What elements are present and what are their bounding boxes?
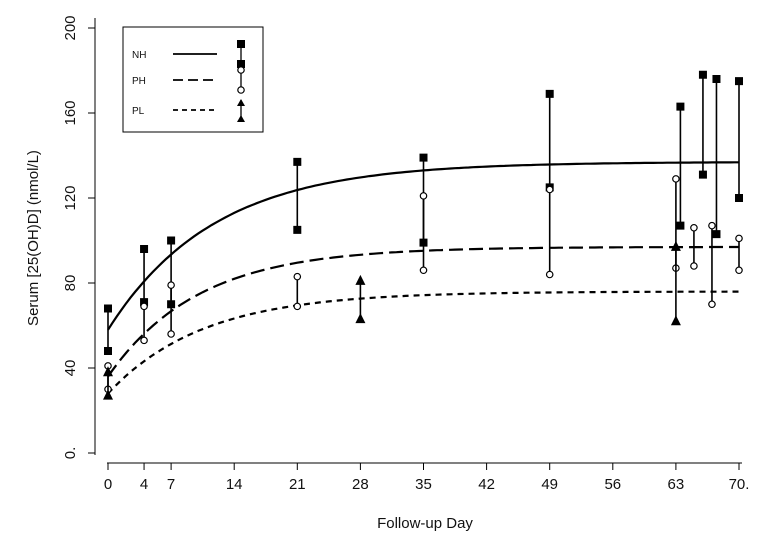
x-tick-label: 0	[104, 476, 112, 493]
square-marker	[712, 230, 721, 239]
square-marker	[676, 102, 685, 111]
range-nh	[545, 89, 554, 192]
circle-marker	[735, 266, 743, 275]
square-marker	[140, 298, 149, 307]
range-nh	[698, 70, 707, 179]
range-ph	[690, 223, 698, 270]
triangle-marker	[670, 315, 681, 326]
x-axis-label: Follow-up Day	[377, 515, 473, 532]
circle-marker	[545, 185, 554, 194]
range-ph	[140, 302, 148, 345]
x-tick-label: 4	[140, 476, 148, 493]
x-tick-label: 42	[478, 476, 495, 493]
y-tick-label: 160	[62, 100, 79, 125]
circle-marker	[237, 66, 245, 74]
x-tick-label: 49	[541, 476, 558, 493]
square-marker	[293, 225, 302, 234]
square-marker	[237, 60, 245, 68]
square-marker	[545, 89, 554, 98]
axis-ticks: 0 4 7 14 21 28 35 42 49 56 63 70. 0. 40 80 120 160 200	[62, 15, 749, 493]
range-ph	[708, 221, 716, 309]
square-marker	[735, 77, 743, 86]
legend-label: PH	[132, 76, 146, 87]
range-nh	[712, 75, 721, 239]
x-tick-label: 28	[352, 476, 369, 493]
x-tick-label: 70.	[729, 476, 750, 493]
circle-marker	[167, 330, 175, 338]
square-marker	[698, 170, 707, 179]
square-marker	[698, 70, 707, 79]
x-tick-label: 21	[289, 476, 306, 493]
circle-marker	[419, 192, 428, 200]
circle-marker	[237, 86, 245, 94]
circle-marker	[545, 270, 554, 279]
range-ph	[545, 185, 554, 279]
legend-item-pl: PL	[132, 99, 245, 122]
range-ph	[167, 281, 175, 338]
y-tick-label: 40	[62, 360, 79, 377]
range-nh	[676, 102, 685, 230]
square-marker	[104, 347, 112, 355]
circle-marker	[167, 281, 175, 289]
range-ph	[419, 192, 428, 275]
x-tick-label: 7	[167, 476, 175, 493]
range-bars	[103, 70, 743, 400]
triangle-marker	[237, 99, 245, 106]
legend-item-ph: PH	[132, 66, 245, 94]
range-nh	[293, 157, 302, 234]
legend: NH PH PL	[122, 26, 264, 133]
circle-marker	[293, 302, 302, 311]
square-marker	[167, 236, 176, 245]
circle-marker	[690, 223, 698, 232]
range-pl	[670, 240, 681, 326]
square-marker	[104, 304, 112, 313]
square-marker	[140, 245, 149, 253]
y-tick-label: 120	[62, 185, 79, 210]
triangle-marker	[103, 389, 113, 400]
square-marker	[293, 157, 302, 166]
triangle-marker	[103, 366, 113, 377]
y-tick-label: 80	[62, 275, 79, 292]
range-nh	[735, 77, 743, 202]
curve-pl	[107, 290, 739, 395]
circle-marker	[672, 175, 680, 183]
range-ph	[735, 234, 743, 275]
legend-label: PL	[132, 106, 145, 117]
range-nh	[104, 304, 112, 355]
square-marker	[237, 40, 245, 48]
range-nh	[140, 245, 149, 307]
square-marker	[676, 221, 685, 230]
triangle-marker	[237, 115, 245, 122]
range-ph	[293, 272, 302, 311]
circle-marker	[293, 272, 302, 281]
square-marker	[419, 153, 428, 162]
triangle-marker	[670, 240, 681, 251]
range-pl	[355, 274, 366, 324]
x-tick-label: 14	[226, 476, 243, 493]
curve-ph	[107, 245, 739, 378]
y-tick-label: 0.	[62, 447, 79, 460]
circle-marker	[708, 300, 716, 309]
circle-marker	[140, 302, 148, 311]
circle-marker	[690, 262, 698, 270]
y-tick-label: 200	[62, 15, 79, 40]
x-tick-label: 63	[668, 476, 685, 493]
triangle-marker	[355, 313, 366, 324]
square-marker	[712, 75, 721, 83]
square-marker	[735, 194, 743, 202]
legend-item-nh: NH	[132, 40, 245, 68]
range-pl	[103, 366, 113, 400]
legend-label: NH	[132, 50, 146, 61]
triangle-marker	[355, 274, 366, 285]
circle-marker	[708, 221, 716, 230]
circle-marker	[419, 266, 428, 275]
circle-marker	[140, 336, 148, 345]
x-tick-label: 35	[415, 476, 432, 493]
y-axis-label: Serum [25(OH)D] (nmol/L)	[25, 150, 42, 326]
x-tick-label: 56	[604, 476, 621, 493]
circle-marker	[735, 234, 743, 243]
